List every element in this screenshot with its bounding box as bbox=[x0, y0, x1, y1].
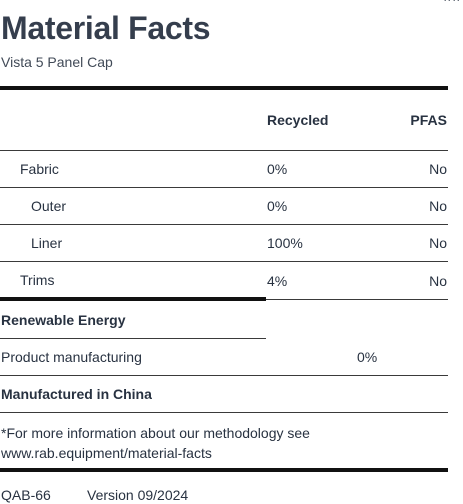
row-divider bbox=[0, 412, 448, 413]
row-value-fabric-recycled: 0% bbox=[267, 161, 288, 177]
row-value-trims-pfas: No bbox=[429, 273, 447, 289]
section-thick-rule bbox=[0, 297, 266, 301]
column-header-recycled: Recycled bbox=[267, 112, 329, 128]
origin-label: Manufactured in China bbox=[1, 386, 152, 402]
product-name: Vista 5 Panel Cap bbox=[1, 54, 113, 70]
energy-label: Product manufacturing bbox=[1, 349, 142, 365]
row-value-outer-pfas: No bbox=[429, 198, 447, 214]
column-header-pfas: PFAS bbox=[410, 112, 447, 128]
version-label: Version 09/2024 bbox=[87, 487, 189, 503]
row-value-outer-recycled: 0% bbox=[267, 198, 288, 214]
row-label-outer: Outer bbox=[31, 198, 67, 214]
methodology-note: *For more information about our methodol… bbox=[1, 425, 310, 461]
row-divider bbox=[0, 338, 266, 339]
row-value-liner-pfas: No bbox=[429, 235, 447, 251]
top-thick-rule bbox=[0, 86, 448, 90]
energy-value: 0% bbox=[357, 349, 378, 365]
row-divider bbox=[266, 299, 448, 300]
page-title: Material Facts bbox=[1, 10, 211, 46]
row-label-trims: Trims bbox=[20, 272, 55, 288]
product-code: QAB-66 bbox=[1, 487, 51, 503]
row-value-trims-recycled: 4% bbox=[267, 273, 288, 289]
row-divider bbox=[0, 261, 448, 262]
bottom-thick-rule bbox=[0, 468, 448, 472]
row-label-liner: Liner bbox=[31, 235, 63, 251]
row-value-fabric-pfas: No bbox=[429, 161, 447, 177]
row-divider bbox=[0, 224, 448, 225]
energy-heading: Renewable Energy bbox=[1, 312, 126, 328]
row-value-liner-recycled: 100% bbox=[267, 235, 303, 251]
row-divider bbox=[0, 150, 448, 151]
row-divider bbox=[0, 375, 448, 376]
corner-glyph: ^ ^ bbox=[444, 0, 459, 8]
row-divider bbox=[0, 187, 448, 188]
row-label-fabric: Fabric bbox=[20, 161, 59, 177]
